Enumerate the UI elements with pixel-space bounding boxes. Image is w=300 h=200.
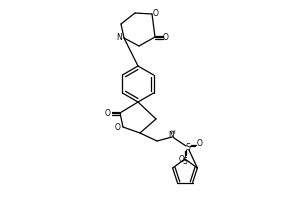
Text: N: N [168,130,174,140]
Text: O: O [197,138,203,148]
Text: S: S [186,144,190,152]
Text: O: O [163,32,169,42]
Text: S: S [183,158,188,166]
Text: O: O [153,9,159,19]
Text: H: H [171,130,176,136]
Text: N: N [116,33,122,43]
Text: O: O [179,156,185,164]
Text: O: O [105,108,111,117]
Text: O: O [115,123,121,132]
